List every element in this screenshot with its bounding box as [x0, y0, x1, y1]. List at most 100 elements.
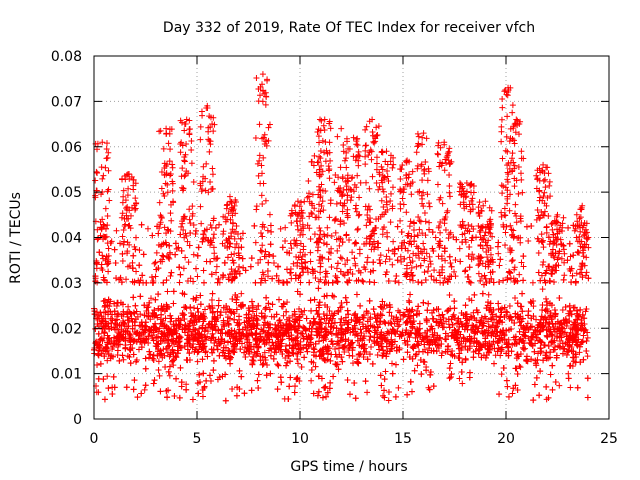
data-point [315, 388, 322, 395]
data-point [431, 267, 438, 274]
data-point [366, 278, 373, 285]
data-point [530, 303, 537, 310]
data-point [500, 277, 507, 284]
data-point [539, 286, 546, 293]
data-point [503, 377, 510, 384]
data-point [183, 386, 190, 393]
data-point [547, 278, 554, 285]
data-point [567, 384, 574, 391]
data-point [116, 357, 123, 364]
data-point [195, 244, 202, 251]
data-point [267, 222, 274, 229]
data-point [562, 303, 569, 310]
data-point [259, 233, 266, 240]
data-point [303, 315, 310, 322]
data-point [255, 384, 262, 391]
data-point [359, 277, 366, 284]
data-point [129, 259, 136, 266]
data-point [583, 348, 590, 355]
data-point [247, 263, 254, 270]
data-point [239, 255, 246, 262]
data-point [441, 275, 448, 282]
data-point [187, 229, 194, 236]
data-point [181, 329, 188, 336]
data-point [471, 291, 478, 298]
data-point [556, 382, 563, 389]
data-point [495, 239, 502, 246]
data-point [225, 276, 232, 283]
data-point [367, 333, 374, 340]
data-point [385, 388, 392, 395]
data-point [320, 337, 327, 344]
data-point [352, 395, 359, 402]
data-point [429, 309, 436, 316]
data-point [568, 279, 575, 286]
data-point [353, 291, 360, 298]
data-point [346, 391, 353, 398]
data-point [155, 358, 162, 365]
data-point [155, 366, 162, 373]
data-point [525, 238, 532, 245]
data-point [268, 228, 275, 235]
data-point [242, 353, 249, 360]
data-point [533, 374, 540, 381]
data-point [506, 302, 513, 309]
data-point [498, 309, 505, 316]
data-point [496, 391, 503, 398]
data-point [357, 326, 364, 333]
data-point [270, 259, 277, 266]
data-point [238, 244, 245, 251]
data-point [295, 360, 302, 367]
data-point [142, 365, 149, 372]
data-point [461, 268, 468, 275]
data-point [141, 386, 148, 393]
data-point [134, 394, 141, 401]
data-point [514, 300, 521, 307]
data-point [504, 309, 511, 316]
data-point [206, 372, 213, 379]
data-point [354, 359, 361, 366]
data-point [144, 225, 151, 232]
data-point [368, 344, 375, 351]
data-point [393, 273, 400, 280]
data-point [457, 258, 464, 265]
data-point [583, 338, 590, 345]
data-point [519, 290, 526, 297]
data-point [310, 315, 317, 322]
data-point [251, 222, 258, 229]
data-point [339, 358, 346, 365]
data-point [270, 253, 277, 260]
data-point [452, 257, 459, 264]
data-point [265, 259, 272, 266]
data-point [282, 224, 289, 231]
data-point [430, 383, 437, 390]
data-point [237, 235, 244, 242]
data-point [458, 368, 465, 375]
data-point [96, 249, 103, 256]
data-point [274, 361, 281, 368]
data-point [541, 341, 548, 348]
data-point [283, 362, 290, 369]
data-point [307, 297, 314, 304]
data-point [535, 350, 542, 357]
data-point [479, 290, 486, 297]
data-point [270, 355, 277, 362]
data-point [519, 308, 526, 315]
data-point [559, 306, 566, 313]
data-point [316, 338, 323, 345]
data-point [546, 313, 553, 320]
data-point [446, 291, 453, 298]
data-point [352, 239, 359, 246]
data-point [142, 355, 149, 362]
data-point [144, 312, 151, 319]
data-point [103, 344, 110, 351]
data-point [176, 279, 183, 286]
data-point [328, 338, 335, 345]
data-point [140, 251, 147, 258]
data-point [262, 248, 269, 255]
data-point [448, 263, 455, 270]
data-point [255, 302, 262, 309]
data-point [301, 307, 308, 314]
data-point [396, 321, 403, 328]
data-point [190, 221, 197, 228]
